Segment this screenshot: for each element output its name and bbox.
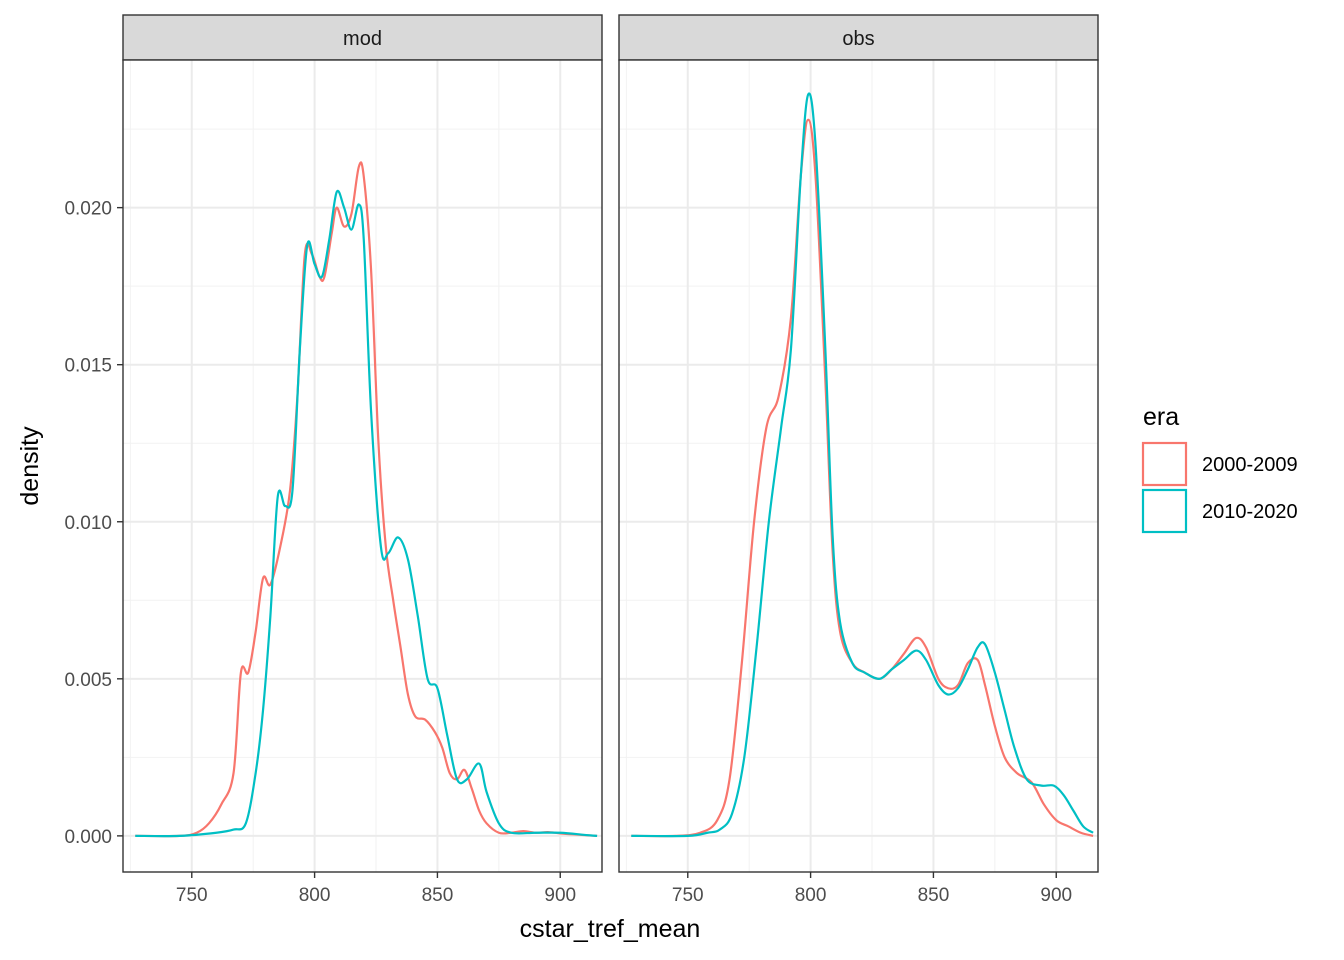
legend-title: era bbox=[1143, 403, 1179, 431]
facet-obs-x-axis: 750 800 850 900 bbox=[672, 872, 1072, 906]
y-tick-label: 0.015 bbox=[64, 356, 112, 377]
facet-mod-panel-border bbox=[122, 59, 603, 873]
facet-mod-series-line-2000-2009 bbox=[135, 161, 598, 838]
facet-mod-strip-label: mod bbox=[343, 28, 382, 50]
facet-obs-strip bbox=[618, 14, 1099, 61]
legend-label-2000-2009: 2000-2009 bbox=[1202, 454, 1298, 476]
legend-key-2000-2009 bbox=[1141, 441, 1188, 487]
legend-key-2010-2020 bbox=[1141, 488, 1188, 534]
facet-mod-series bbox=[135, 161, 598, 838]
y-tick-label: 0.005 bbox=[64, 670, 112, 691]
facet-mod-x-axis: 750 800 850 900 bbox=[176, 872, 576, 906]
y-tick-label: 0.000 bbox=[64, 827, 112, 848]
facet-obs-x-tick-label: 850 bbox=[918, 885, 950, 906]
facet-obs-series-line-2010-2020 bbox=[631, 92, 1094, 838]
facet-mod-grid bbox=[123, 60, 602, 872]
facet-mod-x-tick-label: 900 bbox=[544, 885, 576, 906]
facet-obs-panel-border bbox=[618, 59, 1099, 873]
facet-mod-strip bbox=[122, 14, 603, 61]
legend-entries: 2000-2009 2010-2020 bbox=[1141, 441, 1298, 534]
facet-obs: obs 750 800 850 900 bbox=[618, 14, 1099, 906]
facet-obs-x-tick-label: 800 bbox=[795, 885, 827, 906]
facet-obs-x-tick-label: 750 bbox=[672, 885, 704, 906]
facet-mod-series-line-2010-2020 bbox=[135, 189, 598, 838]
facet-mod-panel-background bbox=[123, 60, 602, 872]
facet-mod-x-tick-label: 850 bbox=[422, 885, 454, 906]
facet-mod: mod 750 800 850 900 bbox=[122, 14, 603, 906]
x-axis-title: cstar_tref_mean bbox=[520, 915, 701, 943]
facet-obs-series bbox=[631, 92, 1094, 838]
legend-label-2010-2020: 2010-2020 bbox=[1202, 501, 1298, 523]
y-tick-label: 0.020 bbox=[64, 199, 112, 220]
legend: era 2000-2009 2010-2020 bbox=[1141, 403, 1298, 534]
facet-mod-x-tick-label: 800 bbox=[299, 885, 331, 906]
facet-obs-x-tick-label: 900 bbox=[1040, 885, 1072, 906]
y-axis-title: density bbox=[16, 426, 44, 506]
facet-obs-panel-background bbox=[619, 60, 1098, 872]
facet-mod-x-tick-label: 750 bbox=[176, 885, 208, 906]
facet-obs-strip-label: obs bbox=[842, 28, 874, 50]
y-tick-label: 0.010 bbox=[64, 513, 112, 534]
y-axis: 0.000 0.005 0.010 0.015 0.020 bbox=[64, 199, 123, 848]
